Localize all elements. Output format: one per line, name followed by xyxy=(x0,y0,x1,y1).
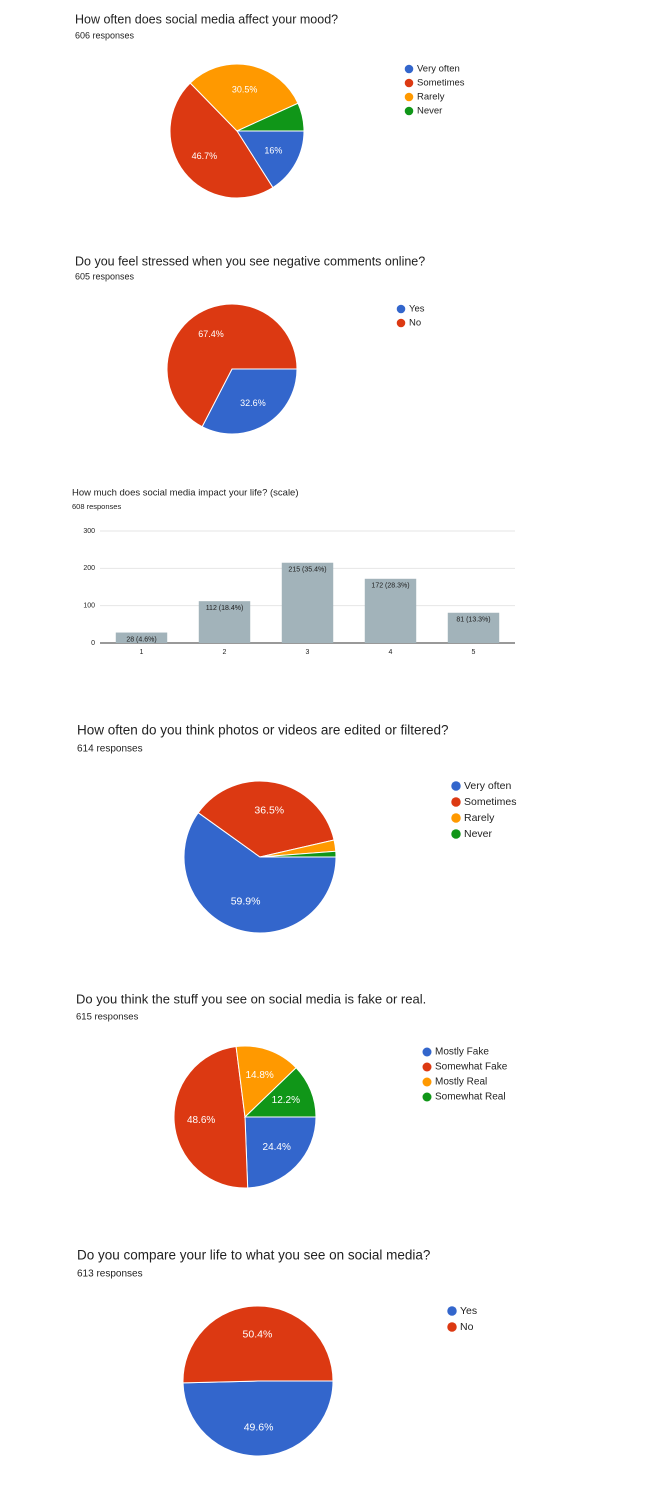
chart-subtitle: 614 responses xyxy=(77,744,143,755)
y-tick-label: 300 xyxy=(83,528,95,535)
pie-slice xyxy=(189,63,299,132)
legend-label: Mostly Real xyxy=(435,1077,487,1088)
chart-title: Do you think the stuff you see on social… xyxy=(76,991,426,1006)
legend-swatch xyxy=(422,1092,432,1102)
pie-slice xyxy=(236,102,305,132)
slice-label: 36.5% xyxy=(254,805,284,817)
legend-label: Mostly Fake xyxy=(435,1047,489,1058)
legend-swatch xyxy=(404,78,414,88)
legend-label: Somewhat Real xyxy=(435,1092,506,1103)
legend-label: Sometimes xyxy=(464,796,517,808)
pie-slice xyxy=(183,812,337,934)
legend-label: Very often xyxy=(417,64,460,75)
slice-label: 49.6% xyxy=(244,1421,274,1433)
pie-slice xyxy=(244,1116,317,1189)
legend-label: Never xyxy=(464,828,493,840)
chart-title: How often does social media affect your … xyxy=(75,12,338,26)
chart-subtitle: 606 responses xyxy=(75,30,135,40)
pie-slice xyxy=(235,1045,297,1119)
y-tick-label: 200 xyxy=(83,565,95,572)
pie-slice xyxy=(182,1305,334,1384)
legend-label: Very often xyxy=(464,780,511,792)
bar-label: 215 (35.4%) xyxy=(288,567,326,574)
legend-label: Rarely xyxy=(464,812,495,824)
slice-label: 14.8% xyxy=(245,1070,273,1081)
legend-swatch xyxy=(422,1077,432,1087)
slice-label: 59.9% xyxy=(231,896,261,908)
legend-swatch xyxy=(447,1322,457,1332)
legend-label: Yes xyxy=(409,304,425,315)
slice-label: 30.5% xyxy=(232,85,258,95)
legend-label: Somewhat Fake xyxy=(435,1062,508,1073)
chart-title: How often do you think photos or videos … xyxy=(77,723,448,738)
x-tick-label: 3 xyxy=(306,649,310,656)
legend-label: No xyxy=(409,318,421,329)
x-tick-label: 1 xyxy=(140,649,144,656)
pie-slice xyxy=(201,368,298,435)
x-tick-label: 5 xyxy=(472,649,476,656)
bar-label: 28 (4.6%) xyxy=(126,636,156,643)
bar-label: 112 (18.4%) xyxy=(206,605,244,612)
pie-slice xyxy=(259,850,337,858)
slice-label: 32.6% xyxy=(240,398,266,408)
legend-label: No xyxy=(460,1321,474,1333)
x-tick-label: 4 xyxy=(389,649,393,656)
x-tick-label: 2 xyxy=(223,649,227,656)
slice-label: 46.7% xyxy=(192,151,218,161)
legend-swatch xyxy=(451,781,461,791)
legend-label: Rarely xyxy=(417,92,445,103)
pie-slice xyxy=(243,1067,317,1118)
slice-label: 48.6% xyxy=(187,1115,215,1126)
bar xyxy=(198,601,251,643)
y-tick-label: 0 xyxy=(91,640,95,647)
slice-label: 24.4% xyxy=(263,1142,291,1153)
bar xyxy=(281,562,334,643)
chart-subtitle: 608 responses xyxy=(72,502,121,511)
pie-slice xyxy=(169,82,274,199)
chart-title: Do you compare your life to what you see… xyxy=(77,1248,430,1263)
legend-swatch xyxy=(404,92,414,102)
legend-swatch xyxy=(451,797,461,807)
pie-slice xyxy=(166,303,298,428)
legend-swatch xyxy=(451,829,461,839)
legend-swatch xyxy=(404,64,414,74)
legend-label: Sometimes xyxy=(417,78,465,89)
pie-slice xyxy=(197,780,335,858)
slice-label: 50.4% xyxy=(243,1328,273,1340)
bar-label: 81 (13.3%) xyxy=(456,617,490,624)
y-tick-label: 100 xyxy=(83,603,95,610)
bar xyxy=(364,578,417,643)
pie-slice xyxy=(173,1046,249,1189)
chart-title: Do you feel stressed when you see negati… xyxy=(75,254,425,268)
pie-slice xyxy=(182,1380,334,1457)
legend-swatch xyxy=(422,1062,432,1072)
legend-swatch xyxy=(404,106,414,116)
slice-label: 16% xyxy=(264,145,282,155)
bar xyxy=(447,612,500,643)
slice-label: 67.4% xyxy=(198,329,224,339)
chart-subtitle: 615 responses xyxy=(76,1012,139,1023)
legend-swatch xyxy=(447,1306,457,1316)
legend-swatch xyxy=(422,1047,432,1057)
bar xyxy=(115,632,168,643)
pie-slice xyxy=(236,130,305,189)
legend-swatch xyxy=(396,318,406,328)
slice-label: 12.2% xyxy=(272,1095,300,1106)
legend-swatch xyxy=(451,813,461,823)
legend-label: Never xyxy=(417,106,442,117)
bar-label: 172 (28.3%) xyxy=(371,583,409,590)
chart-title: How much does social media impact your l… xyxy=(72,488,299,499)
chart-subtitle: 613 responses xyxy=(77,1269,143,1280)
legend-swatch xyxy=(396,304,406,314)
chart-subtitle: 605 responses xyxy=(75,271,135,281)
legend-label: Yes xyxy=(460,1305,477,1317)
